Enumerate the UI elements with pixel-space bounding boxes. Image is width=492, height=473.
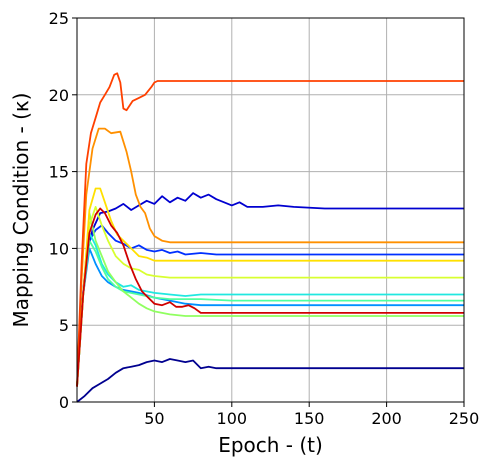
series-line-7 xyxy=(76,212,464,387)
x-tick-label: 150 xyxy=(294,409,325,428)
y-tick-label: 10 xyxy=(49,239,69,258)
x-tick-label: 50 xyxy=(144,409,164,428)
series-line-1 xyxy=(76,358,464,403)
x-tick-label: 200 xyxy=(371,409,402,428)
series-line-2 xyxy=(76,192,464,387)
y-tick-label: 5 xyxy=(59,316,69,335)
y-axis-label: Mapping Condition - (κ) xyxy=(9,93,33,328)
grid-layer xyxy=(77,17,465,403)
tick-layer: 50 100 150 200 250 0 5 10 15 20 25 xyxy=(49,9,480,428)
series-line-8 xyxy=(76,205,464,387)
series-line-10 xyxy=(76,127,464,387)
y-tick-label: 25 xyxy=(49,9,69,28)
series-line-12 xyxy=(76,207,464,387)
series-line-4 xyxy=(76,247,464,387)
y-tick-label: 15 xyxy=(49,163,69,182)
x-tick-label: 100 xyxy=(217,409,248,428)
series-line-11 xyxy=(76,72,464,387)
series-line-6 xyxy=(76,239,464,387)
series-line-5 xyxy=(76,232,464,387)
x-axis-label: Epoch - (t) xyxy=(218,433,323,457)
series-layer xyxy=(76,72,464,403)
y-tick-label: 0 xyxy=(59,393,69,412)
x-tick-label: 250 xyxy=(449,409,480,428)
y-tick-label: 20 xyxy=(49,86,69,105)
plot-frame xyxy=(76,17,465,403)
series-line-3 xyxy=(76,224,464,387)
